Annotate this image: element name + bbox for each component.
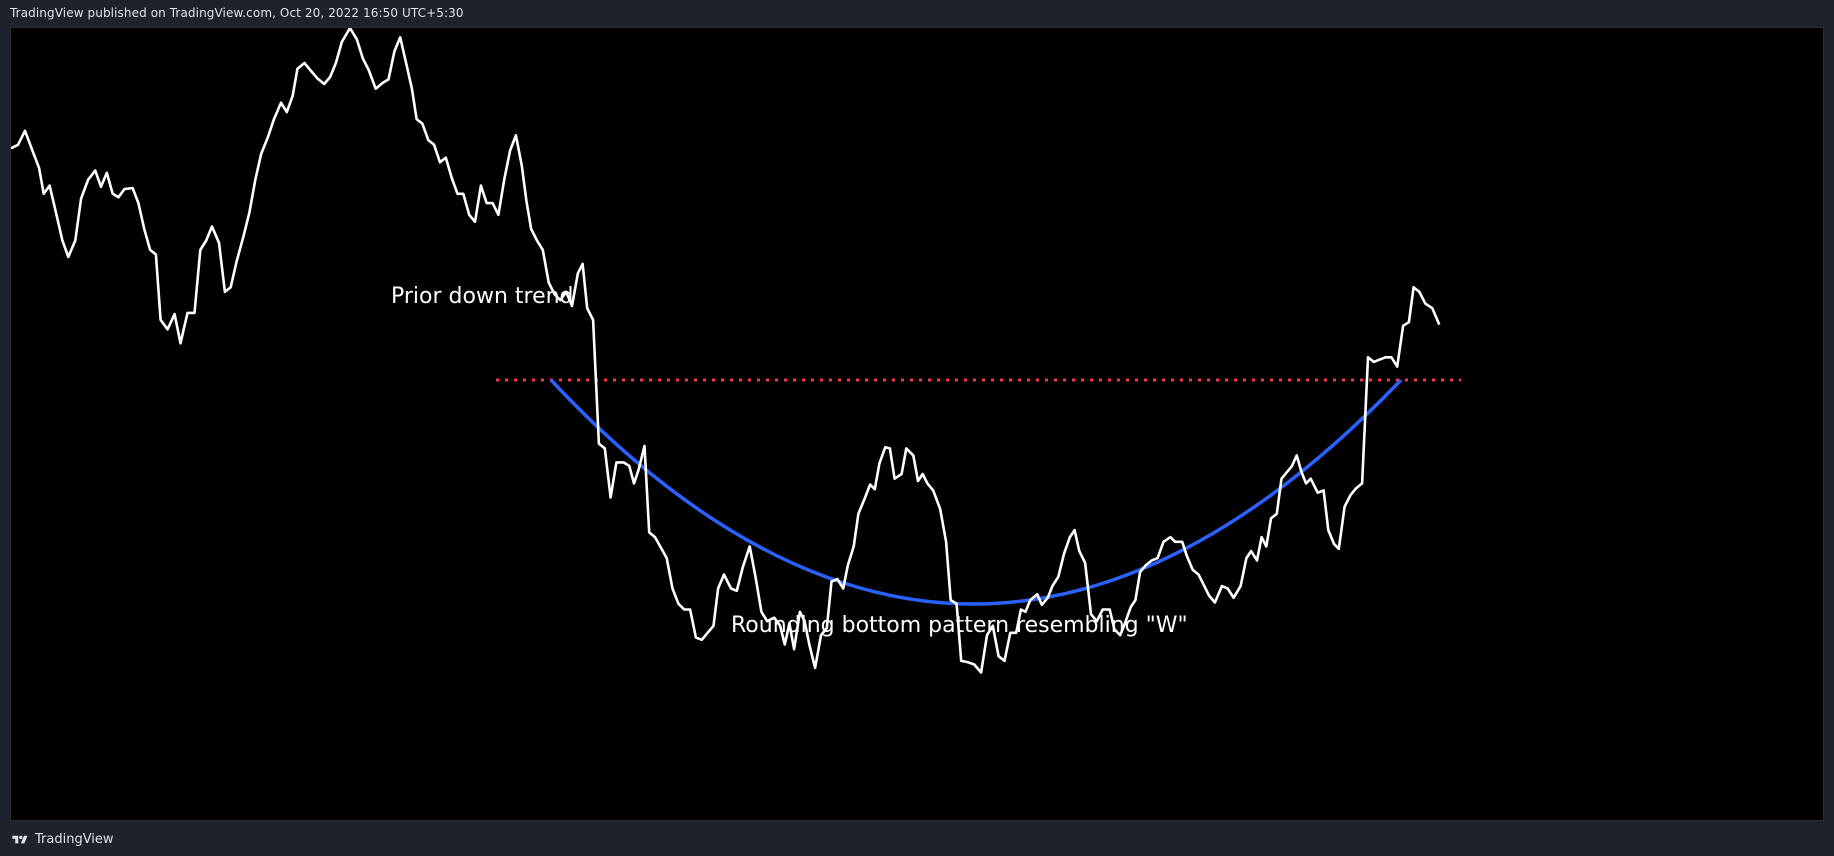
rounding-bottom-curve — [549, 378, 1403, 606]
price-chart: Prior down trend Rounding bottom pattern… — [11, 28, 1461, 674]
pattern-label: Rounding bottom pattern resembling "W" — [731, 613, 1188, 638]
published-info: TradingView published on TradingView.com… — [10, 6, 464, 20]
prior-trend-label: Prior down trend — [391, 284, 574, 309]
tradingview-logo-icon — [12, 835, 28, 843]
footer-brand-text: TradingView — [35, 832, 114, 847]
footer-brand: TradingView — [10, 832, 114, 847]
chart-area[interactable]: Prior down trend Rounding bottom pattern… — [10, 27, 1824, 821]
price-series-line — [11, 28, 1441, 674]
